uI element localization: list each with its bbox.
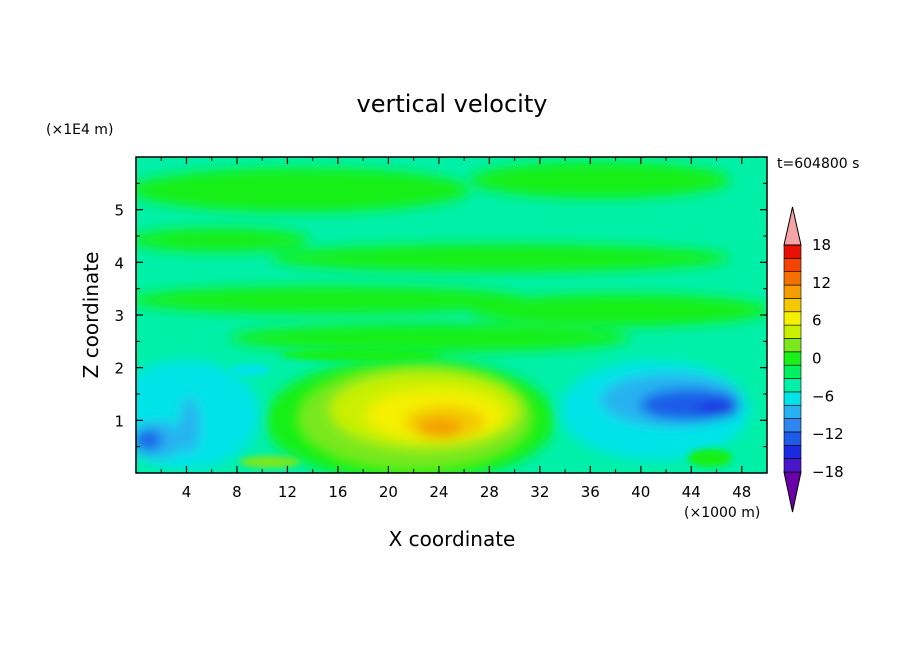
x-tick-label: 16 [328,483,347,501]
colorbar: 18 12 6 0 −6 −12 −18 [783,206,844,513]
time-label: t=604800 s [777,156,859,172]
colorbar-swatch [783,284,802,299]
x-tick-label: 40 [631,483,650,501]
colorbar-swatch [783,431,802,446]
colorbar-swatch [783,458,802,473]
colorbar-swatch [783,378,802,393]
x-tick-label: 12 [278,483,297,501]
colorbar-swatch [783,324,802,339]
colorbar-tick-label: 0 [812,350,822,368]
colorbar-swatch [783,364,802,379]
y-tick-label: 2 [114,360,124,378]
x-unit-label: (×1000 m) [684,505,760,521]
x-axis-label: X coordinate [389,527,516,551]
y-unit-label: (×1E4 m) [46,122,113,138]
x-tick-label: 20 [379,483,398,501]
x-tick-label: 4 [182,483,192,501]
colorbar-swatch [783,444,802,459]
x-axis: 4 8 12 16 20 24 28 32 36 40 44 48 [160,157,751,501]
contour-field [136,157,767,473]
colorbar-min-arrow [783,471,802,513]
x-tick-label: 32 [530,483,549,501]
y-tick-label: 3 [114,307,124,325]
colorbar-tick-label: 18 [812,236,831,254]
colorbar-tick-label: 12 [812,274,831,292]
x-tick-label: 48 [732,483,751,501]
colorbar-swatch [783,418,802,433]
colorbar-swatch [783,298,802,313]
colorbar-swatch [783,311,802,326]
x-tick-label: 44 [682,483,701,501]
y-tick-label: 4 [114,254,124,272]
colorbar-swatch [783,338,802,353]
x-tick-label: 36 [581,483,600,501]
y-tick-label: 5 [114,202,124,220]
colorbar-tick-label: −12 [812,425,844,443]
colorbar-tick-label: 6 [812,312,822,330]
y-tick-label: 1 [114,412,124,430]
y-axis-label: Z coordinate [79,252,103,379]
colorbar-swatch [783,404,802,419]
chart-title: vertical velocity [357,90,548,118]
colorbar-tick-label: −6 [812,387,834,405]
y-axis: 1 2 3 4 5 [114,182,767,448]
x-tick-label: 24 [429,483,448,501]
colorbar-swatch [783,244,802,259]
colorbar-swatch [783,258,802,273]
x-tick-label: 28 [480,483,499,501]
colorbar-swatch [783,271,802,286]
colorbar-tick-label: −18 [812,463,844,481]
colorbar-swatch [783,391,802,406]
colorbar-swatch [783,351,802,366]
x-tick-label: 8 [232,483,242,501]
colorbar-max-arrow [783,206,802,246]
